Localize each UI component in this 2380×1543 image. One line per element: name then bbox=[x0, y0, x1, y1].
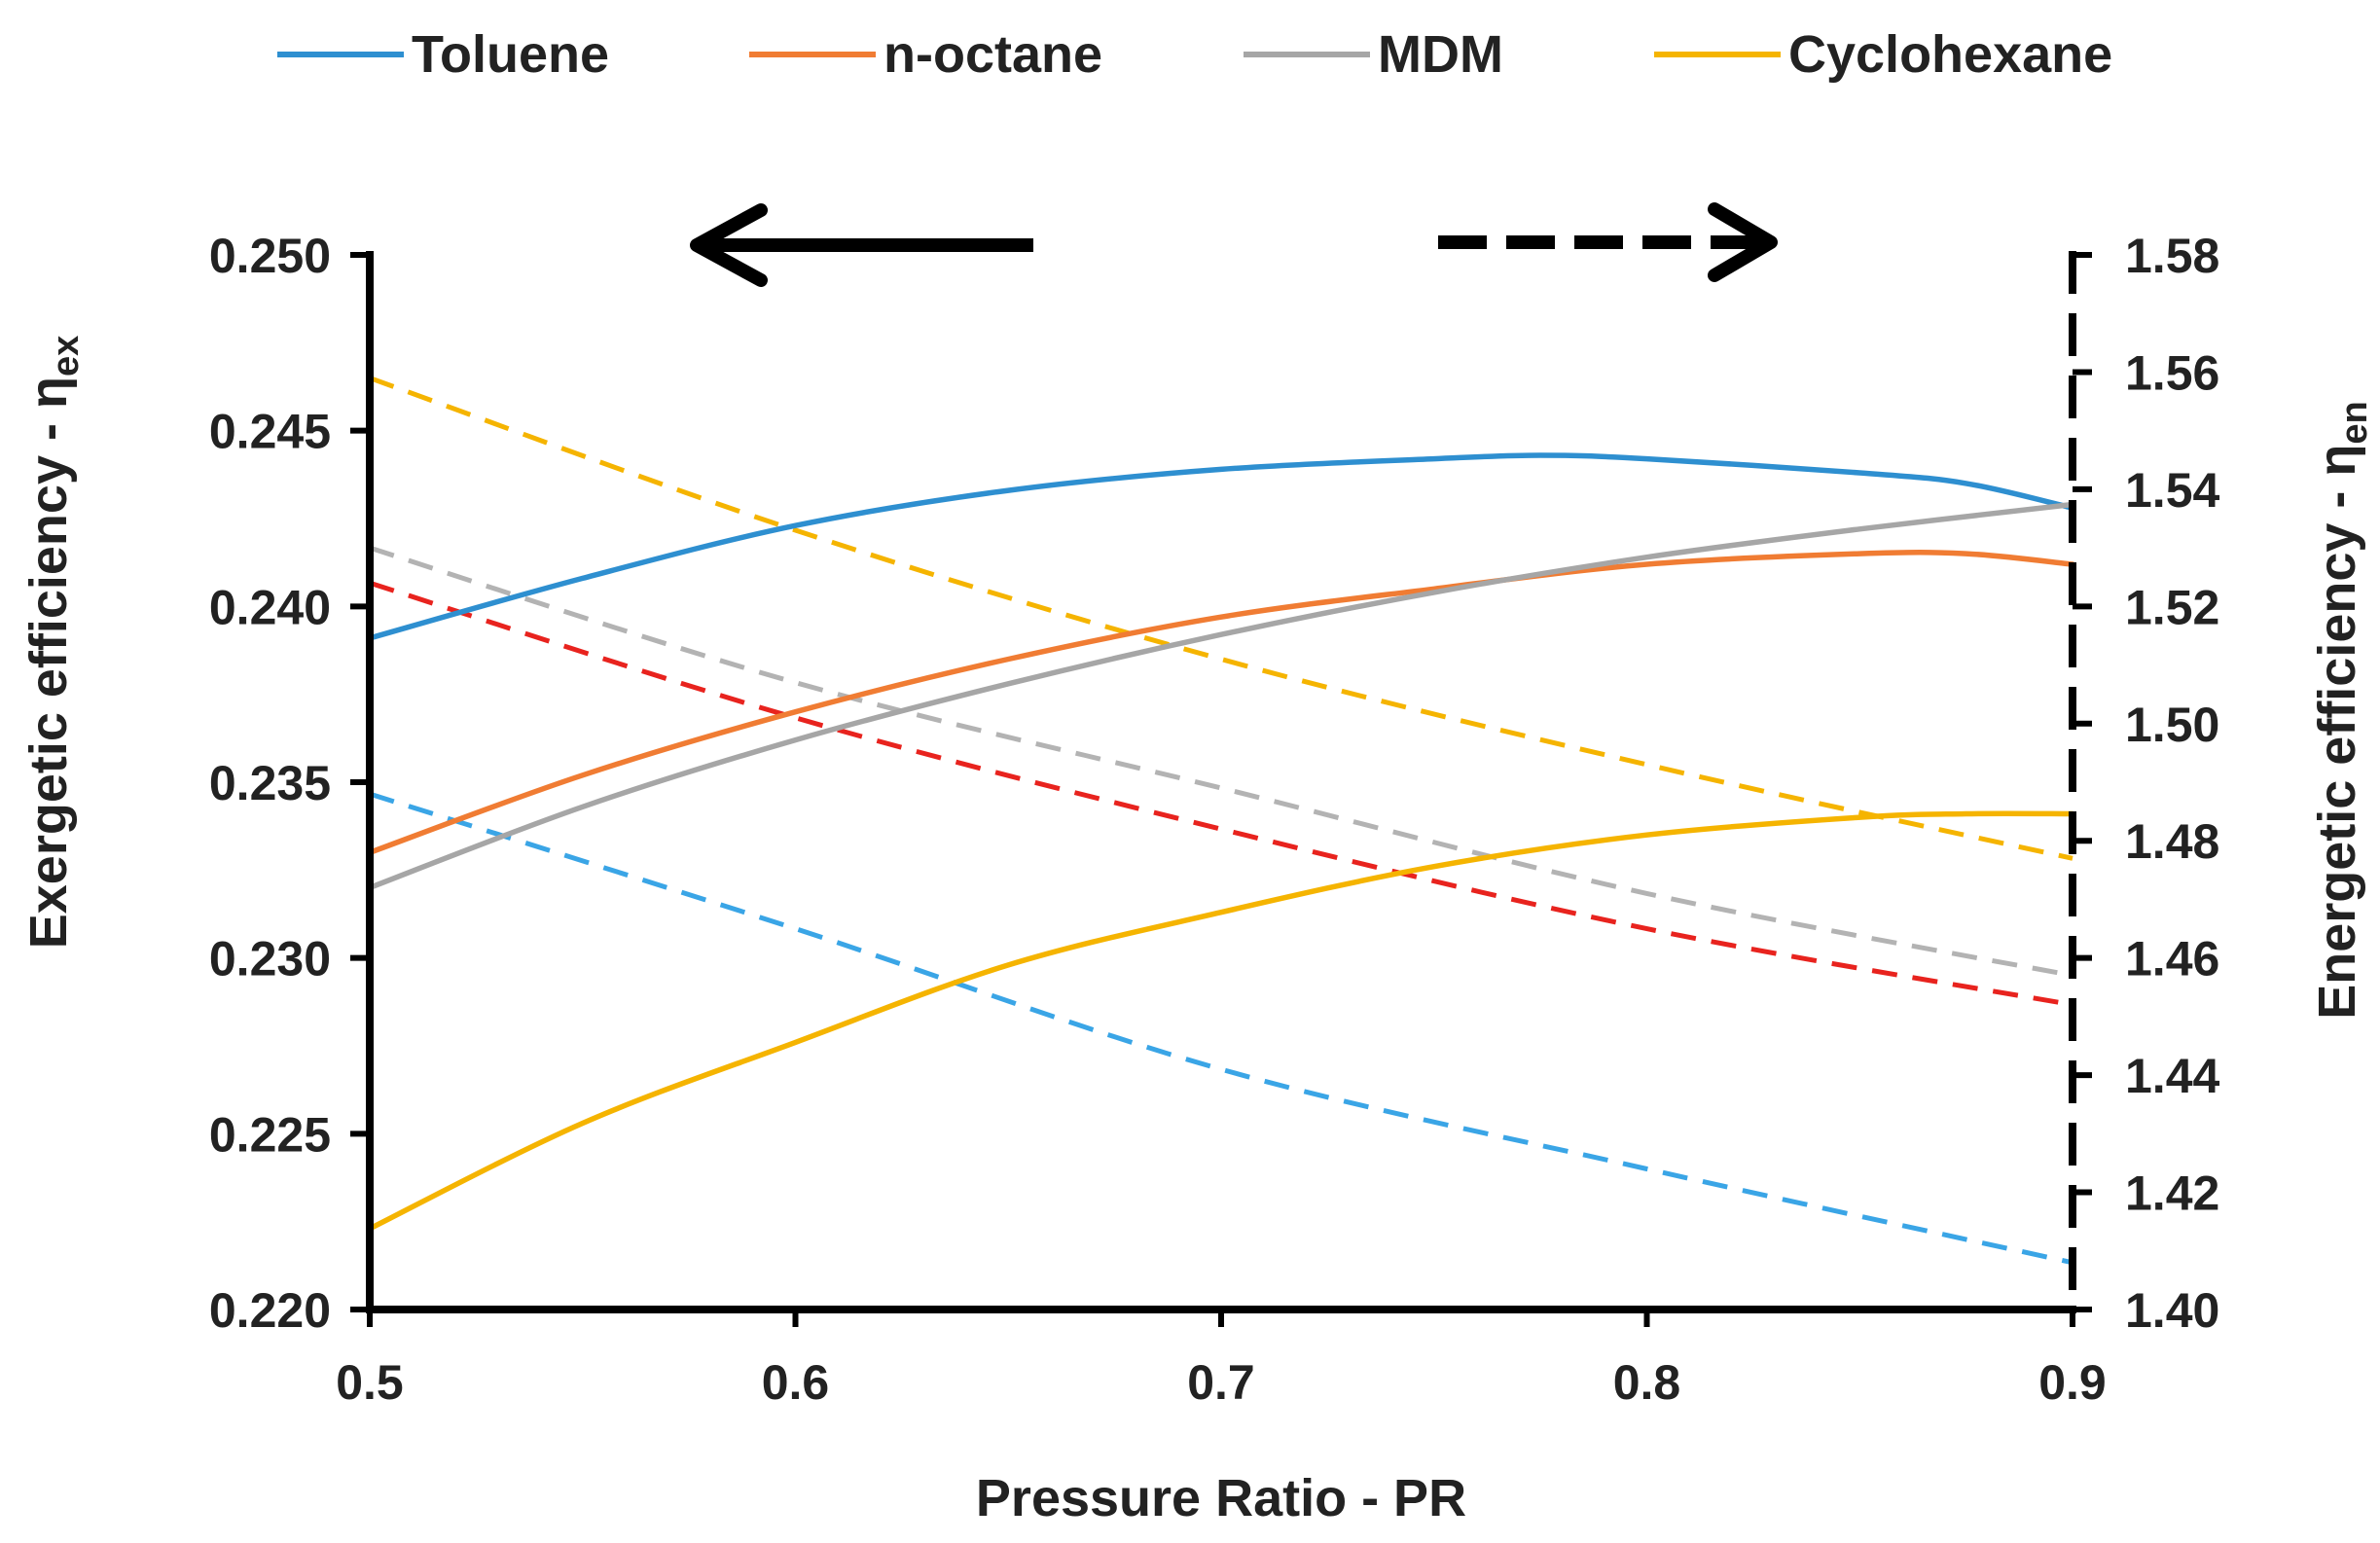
x-tick-label: 0.5 bbox=[336, 1355, 404, 1410]
series-layer bbox=[367, 376, 2075, 1266]
series-line-energetic-n-octane bbox=[369, 580, 2073, 1008]
left-axis-title-symbol: η bbox=[19, 377, 78, 409]
series-line-exergetic-n-octane bbox=[367, 550, 2075, 856]
y-right-tick-label: 1.58 bbox=[2125, 229, 2219, 283]
y-right-tick-label: 1.44 bbox=[2125, 1049, 2220, 1103]
x-tick-label: 0.9 bbox=[2038, 1355, 2107, 1410]
y-left-tick-label: 0.240 bbox=[209, 580, 331, 634]
left-axis-title-text: Exergetic efficiency - bbox=[19, 409, 78, 949]
legend-label-cyclohexane: Cyclohexane bbox=[1788, 25, 2112, 84]
y-left-tick-label: 0.230 bbox=[209, 932, 331, 987]
y-right-tick-label: 1.54 bbox=[2125, 463, 2220, 518]
x-tick-label: 0.7 bbox=[1187, 1355, 1255, 1410]
series-line-energetic-toluene bbox=[369, 791, 2073, 1266]
series-line-exergetic-toluene bbox=[367, 452, 2075, 641]
series-line-exergetic-cyclohexane bbox=[367, 810, 2075, 1232]
x-tick-label: 0.8 bbox=[1613, 1355, 1681, 1410]
series-line-exergetic-mdm bbox=[367, 501, 2075, 891]
right-axis-title: Energetic efficiency - ηen bbox=[2308, 401, 2375, 1020]
y-right-tick-label: 1.42 bbox=[2125, 1166, 2219, 1221]
solid-arrow-head-icon bbox=[690, 203, 768, 287]
y-left-tick-label: 0.250 bbox=[209, 229, 331, 283]
y-right-tick-label: 1.52 bbox=[2125, 580, 2219, 634]
y-right-tick-label: 1.56 bbox=[2125, 345, 2219, 400]
series-line-energetic-cyclohexane bbox=[369, 376, 2073, 861]
y-left-tick-label: 0.225 bbox=[209, 1107, 331, 1162]
legend: Toluene n-octane MDM Cyclohexane bbox=[277, 25, 2112, 84]
right-axis-title-subscript: en bbox=[2334, 401, 2375, 444]
right-axis-title-text: Energetic efficiency - bbox=[2308, 477, 2366, 1020]
x-tick-label: 0.6 bbox=[762, 1355, 830, 1410]
left-axis-title-subscript: ex bbox=[46, 336, 87, 377]
legend-label-n-octane: n-octane bbox=[883, 25, 1102, 84]
axes: 0.5 0.6 0.7 0.8 0.9 0.220 0.225 0.230 0.235 0.240… bbox=[209, 229, 2220, 1410]
legend-label-toluene: Toluene bbox=[412, 25, 609, 84]
legend-label-mdm: MDM bbox=[1378, 25, 1503, 84]
dashed-arrow-head-icon bbox=[1708, 202, 1778, 282]
y-left-tick-label: 0.245 bbox=[209, 405, 331, 459]
y-left-tick-label: 0.220 bbox=[209, 1283, 331, 1338]
x-axis-title: Pressure Ratio - PR bbox=[976, 1469, 1466, 1527]
y-right-tick-label: 1.46 bbox=[2125, 932, 2219, 987]
left-axis-title: Exergetic efficiency - ηex bbox=[19, 336, 87, 950]
right-axis-title-symbol: η bbox=[2308, 445, 2366, 477]
y-right-tick-label: 1.50 bbox=[2125, 698, 2219, 752]
annotations bbox=[690, 202, 1778, 287]
y-right-tick-label: 1.40 bbox=[2125, 1283, 2219, 1338]
y-right-tick-label: 1.48 bbox=[2125, 814, 2219, 869]
series-line-energetic-mdm bbox=[369, 545, 2073, 979]
y-left-tick-label: 0.235 bbox=[209, 756, 331, 810]
